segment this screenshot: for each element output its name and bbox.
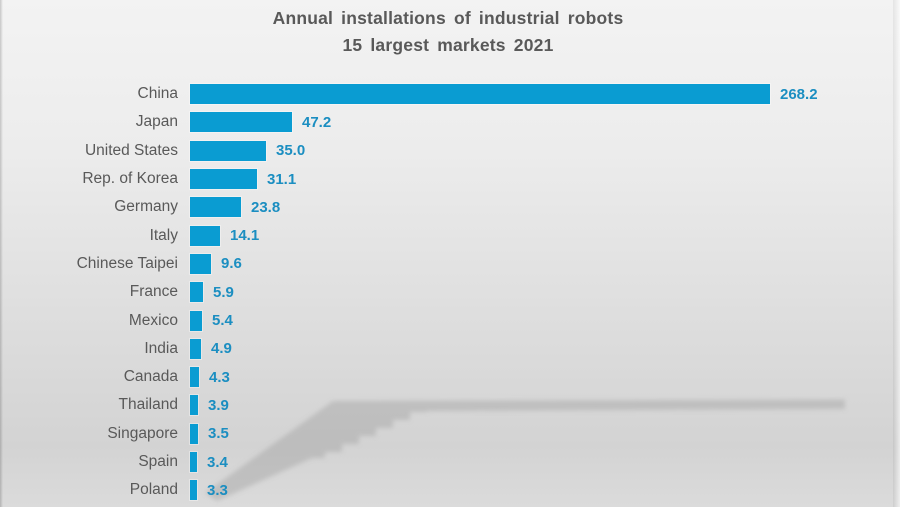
category-label: Canada	[123, 368, 178, 386]
value-label: 3.3	[207, 481, 228, 499]
bar-row: Italy 14.1	[0, 221, 900, 249]
value-label: 9.6	[221, 255, 242, 273]
value-label: 5.4	[212, 312, 233, 330]
bar	[190, 423, 198, 444]
bar	[190, 140, 266, 161]
bar	[190, 84, 770, 105]
category-label: Germany	[114, 198, 178, 216]
bar-chart: China 268.2 Japan 47.2 United States 35.…	[0, 80, 900, 504]
value-label: 23.8	[251, 198, 281, 216]
value-label: 268.2	[780, 85, 818, 103]
bar	[190, 169, 257, 190]
bar	[190, 367, 199, 388]
bar	[190, 452, 197, 472]
category-label: China	[137, 85, 179, 103]
category-label: Spain	[138, 453, 178, 470]
bar	[190, 282, 203, 303]
bar-row: Chinese Taipei 9.6	[0, 250, 900, 278]
bar-row: Singapore 3.5	[0, 420, 900, 448]
value-label: 4.9	[211, 340, 232, 358]
category-label: Thailand	[118, 396, 178, 414]
bar-row: Poland 3.3	[0, 476, 900, 504]
category-label: France	[129, 283, 178, 301]
bar-row: France 5.9	[0, 278, 900, 306]
value-label: 3.5	[208, 425, 229, 443]
bar-row: Mexico 5.4	[0, 306, 900, 334]
value-label: 3.4	[207, 453, 228, 471]
bar	[190, 112, 292, 133]
bar-row: United States 35.0	[0, 137, 900, 165]
bar-row: Canada 4.3	[0, 363, 900, 391]
swoosh-shadow-shape	[205, 399, 845, 501]
bar	[190, 310, 202, 331]
value-label: 4.3	[209, 368, 230, 386]
bar-row: Spain 3.4	[0, 448, 900, 476]
chart-title: Annual installations of industrial robot…	[0, 5, 896, 59]
bar-row: Germany 23.8	[0, 193, 900, 221]
chart-title-line1: Annual installations of industrial robot…	[272, 8, 624, 28]
value-label: 5.9	[213, 283, 234, 301]
value-label: 3.9	[208, 396, 229, 414]
category-label: Japan	[135, 113, 178, 131]
bar	[190, 253, 211, 274]
category-label: United States	[84, 141, 178, 159]
bar	[190, 197, 241, 218]
chart-title-line2: 15 largest markets 2021	[342, 35, 554, 55]
category-label: Singapore	[107, 424, 178, 442]
category-label: Mexico	[128, 311, 178, 329]
bar-row: Thailand 3.9	[0, 391, 900, 419]
category-label: Italy	[149, 226, 178, 244]
value-label: 47.2	[302, 113, 332, 131]
category-label: India	[144, 339, 178, 357]
bar-row: Japan 47.2	[0, 108, 900, 136]
bar-row: India 4.9	[0, 335, 900, 363]
bar	[190, 480, 197, 501]
bar	[190, 395, 198, 416]
value-label: 14.1	[230, 227, 260, 245]
value-label: 31.1	[267, 170, 297, 188]
bar-row: Rep. of Korea 31.1	[0, 165, 900, 193]
category-label: Chinese Taipei	[76, 254, 178, 272]
category-label: Poland	[129, 481, 178, 499]
category-label: Rep. of Korea	[82, 170, 178, 188]
value-label: 35.0	[276, 142, 306, 160]
bar-row: China 268.2	[0, 80, 900, 108]
bar	[190, 338, 201, 359]
bar	[190, 225, 220, 246]
